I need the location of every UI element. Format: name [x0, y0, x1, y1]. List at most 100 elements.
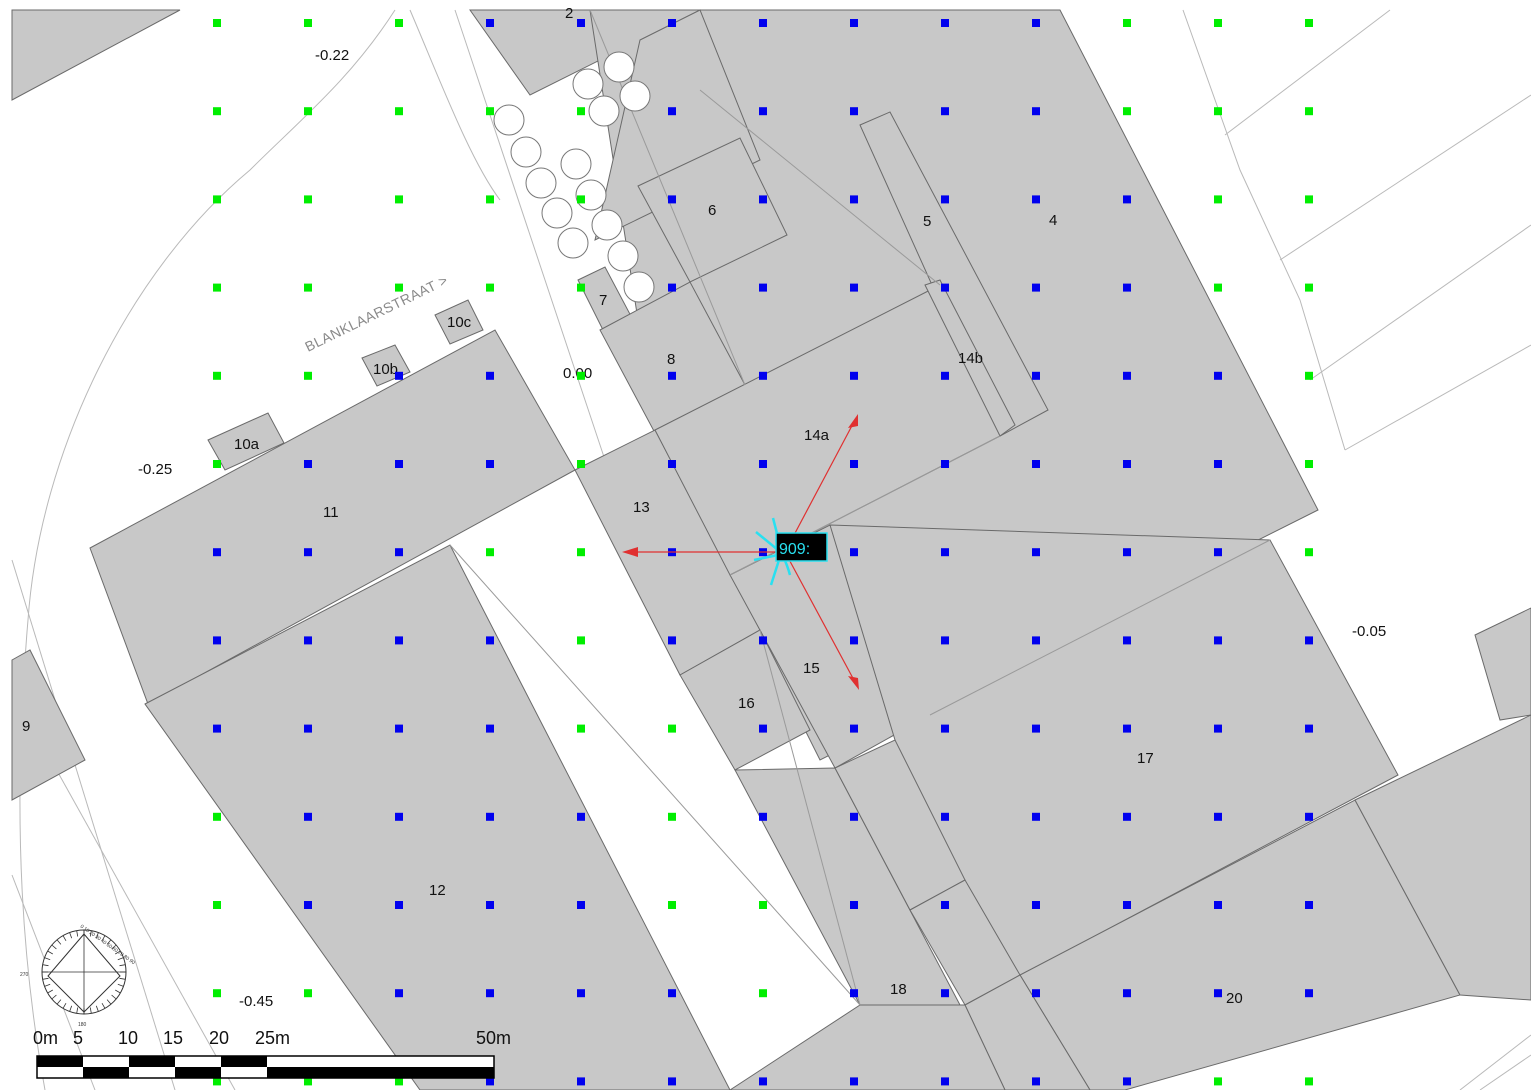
grid-point: [941, 19, 949, 27]
street-name-label: BLANKLAARSTRAAT >: [302, 271, 450, 354]
road-edge: [1479, 1054, 1531, 1090]
grid-point: [1032, 460, 1040, 468]
road-edge: [454, 9, 606, 461]
grid-point: [1305, 195, 1313, 204]
grid-point: [1123, 19, 1131, 27]
grid-point: [395, 989, 403, 998]
road-edge: [11, 559, 176, 1090]
parcel-label: 8: [667, 351, 675, 368]
compass-tick: [119, 964, 126, 967]
grid-point: [941, 901, 949, 909]
compass-tick: [89, 930, 92, 937]
grid-point: [850, 989, 858, 998]
road-edge: [1309, 224, 1531, 381]
grid-point: [941, 548, 949, 557]
compass-tick: [76, 1007, 79, 1014]
grid-point: [577, 195, 585, 204]
grid-point: [395, 460, 403, 468]
grid-point: [486, 901, 494, 909]
grid-point: [850, 460, 858, 468]
grid-point: [213, 1077, 221, 1086]
grid-point: [759, 19, 767, 27]
grid-point: [850, 901, 858, 909]
grid-point: [850, 812, 858, 821]
building-line: [759, 629, 861, 1006]
grid-point: [577, 1077, 585, 1086]
grid-point: [304, 460, 312, 468]
arrow-head: [848, 414, 858, 428]
grid-point: [213, 19, 221, 27]
grid-point: [759, 636, 767, 645]
compass-tick: [62, 1003, 67, 1009]
grid-point: [213, 636, 221, 645]
parcel-label: 7: [599, 292, 607, 309]
compass-tick: [44, 983, 51, 987]
grid-point: [1214, 460, 1222, 468]
grid-point: [395, 548, 403, 557]
grid-point: [304, 107, 312, 116]
grid-point: [1305, 724, 1313, 733]
scale-label: 25m: [255, 1028, 290, 1048]
grid-point: [759, 107, 767, 116]
compass-tick: [69, 1005, 73, 1012]
grid-point: [395, 1077, 403, 1086]
level-label: -0.25: [138, 461, 172, 478]
building-line: [449, 544, 861, 1006]
grid-point: [668, 195, 676, 204]
grid-point: [486, 19, 494, 27]
level-label: -0.05: [1352, 623, 1386, 640]
tree-circle: [541, 197, 573, 229]
grid-point: [1032, 371, 1040, 380]
compass-tick: [117, 983, 124, 987]
grid-point: [1305, 812, 1313, 821]
grid-point: [577, 724, 585, 733]
grid-point: [1305, 107, 1313, 116]
tree-circle: [572, 68, 604, 100]
grid-point: [1305, 548, 1313, 557]
arrow-line-north: [784, 419, 856, 553]
grid-point: [1123, 283, 1131, 292]
parcel-label: 10c: [447, 314, 472, 331]
grid-point: [486, 989, 494, 998]
grid-point: [1305, 901, 1313, 909]
parcel-labels: 2 4 5 6 7 8 9 10a 10b 10c 11 12 13 14a 1…: [22, 5, 1243, 1007]
compass-tick: [51, 994, 57, 1000]
scale-label: 15: [163, 1028, 183, 1048]
grid-point: [395, 283, 403, 292]
compass-tick: [44, 957, 51, 961]
trees: [493, 51, 655, 303]
grid-point: [304, 724, 312, 733]
grid-point: [668, 1077, 676, 1086]
grid-point: [577, 107, 585, 116]
grid-point: [1032, 107, 1040, 116]
grid-point: [213, 371, 221, 380]
grid-point: [486, 107, 494, 116]
parcel-label: 6: [708, 202, 716, 219]
grid-point: [1032, 548, 1040, 557]
parcel-label: 10a: [234, 436, 260, 453]
grid-point: [1123, 636, 1131, 645]
road-edge: [1344, 344, 1531, 451]
road-edge: [1224, 9, 1391, 136]
grid-point: [395, 195, 403, 204]
grid-point: [1305, 19, 1313, 27]
grid-point: [1214, 989, 1222, 998]
grid-point: [486, 812, 494, 821]
grid-point: [668, 283, 676, 292]
location-marker[interactable]: 909:: [753, 517, 828, 586]
grid-point: [577, 460, 585, 468]
parcel-16: [679, 629, 811, 771]
grid-point: [759, 812, 767, 821]
grid-point: [941, 812, 949, 821]
parcel-label: 11: [323, 504, 339, 521]
compass-tick: [95, 932, 99, 939]
grid-point: [304, 812, 312, 821]
compass-tick: [115, 950, 121, 955]
grid-point: [941, 989, 949, 998]
parcel-9: [11, 649, 86, 801]
grid-point: [304, 989, 312, 998]
grid-point: [213, 460, 221, 468]
scale-label: 10: [118, 1028, 138, 1048]
